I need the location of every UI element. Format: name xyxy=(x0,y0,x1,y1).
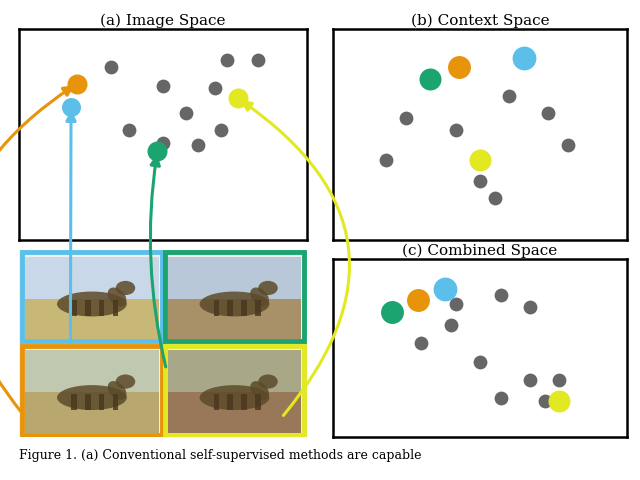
Point xyxy=(454,63,465,71)
Point xyxy=(210,84,220,92)
Title: (a) Image Space: (a) Image Space xyxy=(100,13,226,28)
Point xyxy=(475,177,485,185)
Ellipse shape xyxy=(200,385,269,410)
Point xyxy=(66,103,76,111)
Ellipse shape xyxy=(258,281,278,295)
Point xyxy=(451,126,461,134)
Bar xyxy=(214,300,219,316)
Text: Figure 1. (a) Conventional self-supervised methods are capable: Figure 1. (a) Conventional self-supervis… xyxy=(19,449,422,463)
Ellipse shape xyxy=(250,381,269,400)
Point xyxy=(387,309,397,316)
Point xyxy=(495,291,506,299)
Point xyxy=(475,156,485,164)
Bar xyxy=(99,394,104,410)
Point xyxy=(425,76,435,84)
Bar xyxy=(25,299,159,339)
Point xyxy=(540,397,550,405)
Point xyxy=(124,126,134,134)
Point xyxy=(158,139,168,147)
Bar xyxy=(113,300,118,316)
Bar xyxy=(99,300,104,316)
Point xyxy=(525,376,535,384)
Point xyxy=(525,303,535,311)
Bar xyxy=(214,394,219,410)
Point xyxy=(233,95,243,102)
Bar xyxy=(255,394,261,410)
Bar xyxy=(164,346,305,435)
Point xyxy=(543,109,553,117)
Bar xyxy=(71,300,77,316)
Bar xyxy=(168,257,301,301)
Ellipse shape xyxy=(116,281,135,295)
Point xyxy=(440,286,450,293)
Point xyxy=(72,80,82,87)
Point xyxy=(216,126,226,134)
Bar xyxy=(227,300,233,316)
Ellipse shape xyxy=(116,374,135,389)
Ellipse shape xyxy=(57,385,127,410)
Point xyxy=(563,141,573,149)
Bar xyxy=(85,300,90,316)
Point xyxy=(253,57,264,64)
Title: (b) Context Space: (b) Context Space xyxy=(411,13,549,28)
Ellipse shape xyxy=(258,374,278,389)
Bar xyxy=(22,252,162,341)
Bar xyxy=(168,350,301,395)
Point xyxy=(451,300,461,308)
Bar xyxy=(22,346,162,435)
Bar xyxy=(71,394,77,410)
Ellipse shape xyxy=(108,381,127,400)
Bar xyxy=(227,394,233,410)
Point xyxy=(475,359,485,366)
Point xyxy=(416,339,426,347)
Bar xyxy=(168,392,301,433)
Bar xyxy=(241,300,247,316)
Point xyxy=(221,57,232,64)
Point xyxy=(495,394,506,402)
Point xyxy=(193,141,203,149)
Point xyxy=(106,63,116,71)
Bar xyxy=(25,257,159,301)
Point xyxy=(413,296,423,304)
Bar xyxy=(85,394,90,410)
Point xyxy=(445,321,456,329)
Point xyxy=(152,147,163,155)
Bar xyxy=(164,252,305,341)
Bar xyxy=(255,300,261,316)
Ellipse shape xyxy=(57,291,127,316)
Bar xyxy=(168,299,301,339)
Point xyxy=(504,93,515,100)
Point xyxy=(381,156,391,164)
Bar xyxy=(25,350,159,395)
Point xyxy=(490,194,500,202)
Point xyxy=(401,114,412,121)
Bar xyxy=(241,394,247,410)
Ellipse shape xyxy=(200,291,269,316)
Point xyxy=(554,376,564,384)
Point xyxy=(181,109,191,117)
Ellipse shape xyxy=(108,288,127,306)
Point xyxy=(158,82,168,90)
Title: (c) Combined Space: (c) Combined Space xyxy=(403,244,557,258)
Point xyxy=(519,55,529,62)
Bar xyxy=(113,394,118,410)
Point xyxy=(554,397,564,405)
Bar xyxy=(25,392,159,433)
Ellipse shape xyxy=(250,288,269,306)
